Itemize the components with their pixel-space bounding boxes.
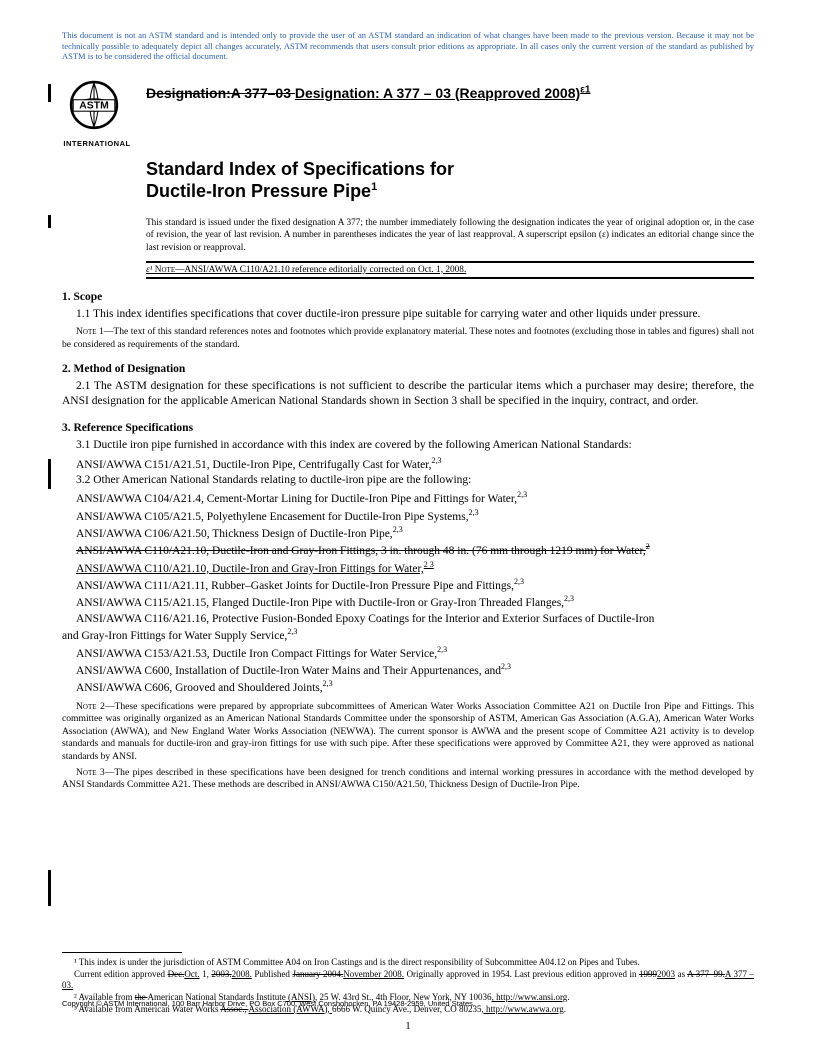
spec-line: ANSI/AWWA C606, Grooved and Shouldered J… [76, 679, 754, 696]
spec-line: ANSI/AWWA C106/A21.50, Thickness Design … [76, 525, 754, 542]
title-line2: Ductile-Iron Pressure Pipe [146, 181, 371, 201]
section-2-head: 2. Method of Designation [62, 363, 754, 375]
header-row: ASTM INTERNATIONAL Designation:A 377–03 … [62, 80, 754, 148]
logo-label: INTERNATIONAL [62, 139, 132, 148]
title-sup: 1 [371, 181, 377, 193]
change-bar [48, 459, 51, 489]
astm-logo-icon: ASTM [68, 80, 120, 132]
note-3: Note 3—The pipes described in these spec… [62, 767, 754, 792]
footnote-rule [62, 952, 182, 953]
footnote-1: ¹ This index is under the jurisdiction o… [62, 957, 754, 969]
designation-old: Designation:A 377–03 [146, 85, 295, 101]
astm-logo: ASTM INTERNATIONAL [62, 80, 132, 148]
spec-line: ANSI/AWWA C111/A21.11, Rubber–Gasket Joi… [76, 577, 754, 594]
epsilon-note: ε¹ Note—ANSI/AWWA C110/A21.10 reference … [146, 261, 754, 279]
copyright-line: Copyright © ASTM International, 100 Barr… [62, 999, 475, 1008]
section-3-head: 3. Reference Specifications [62, 422, 754, 434]
designation-sup: ε1 [580, 84, 590, 95]
disclaimer-text: This document is not an ASTM standard an… [62, 30, 754, 62]
issuance-text: This standard is issued under the fixed … [146, 217, 754, 255]
spec-line: and Gray-Iron Fittings for Water Supply … [62, 627, 754, 644]
para-3-1: 3.1 Ductile iron pipe furnished in accor… [62, 438, 754, 454]
spec-line: ANSI/AWWA C151/A21.51, Ductile-Iron Pipe… [76, 456, 754, 473]
change-bar [48, 870, 51, 906]
para-1-1: 1.1 This index identifies specifications… [62, 307, 754, 323]
spec-line-strike: ANSI/AWWA C110/A21.10, Ductile-Iron and … [76, 542, 754, 559]
svg-text:ASTM: ASTM [79, 100, 108, 111]
para-3-2: 3.2 Other American National Standards re… [62, 473, 754, 489]
spec-line: ANSI/AWWA C116/A21.16, Protective Fusion… [76, 612, 754, 628]
spec-line-new: ANSI/AWWA C110/A21.10, Ductile-Iron and … [76, 560, 754, 577]
note-1: Note 1—The text of this standard referen… [62, 326, 754, 351]
title-line1: Standard Index of Specifications for [146, 158, 754, 181]
change-bar [48, 84, 51, 102]
spec-line: ANSI/AWWA C153/A21.53, Ductile Iron Comp… [76, 645, 754, 662]
para-2-1: 2.1 The ASTM designation for these speci… [62, 379, 754, 410]
spec-line: ANSI/AWWA C115/A21.15, Flanged Ductile-I… [76, 594, 754, 611]
footnote-1b: Current edition approved Dec.Oct. 1, 200… [62, 969, 754, 992]
title-block: Standard Index of Specifications for Duc… [146, 158, 754, 203]
change-bar [48, 215, 51, 228]
spec-line: ANSI/AWWA C104/A21.4, Cement-Mortar Lini… [76, 490, 754, 507]
spec-line: ANSI/AWWA C105/A21.5, Polyethylene Encas… [76, 508, 754, 525]
note-2: Note 2—These specifications were prepare… [62, 701, 754, 763]
page-number: 1 [0, 1020, 816, 1032]
designation-new: Designation: A 377 – 03 (Reapproved 2008… [295, 85, 580, 101]
section-1-head: 1. Scope [62, 291, 754, 303]
spec-line: ANSI/AWWA C600, Installation of Ductile-… [76, 662, 754, 679]
designation-block: Designation:A 377–03 Designation: A 377 … [146, 80, 754, 103]
